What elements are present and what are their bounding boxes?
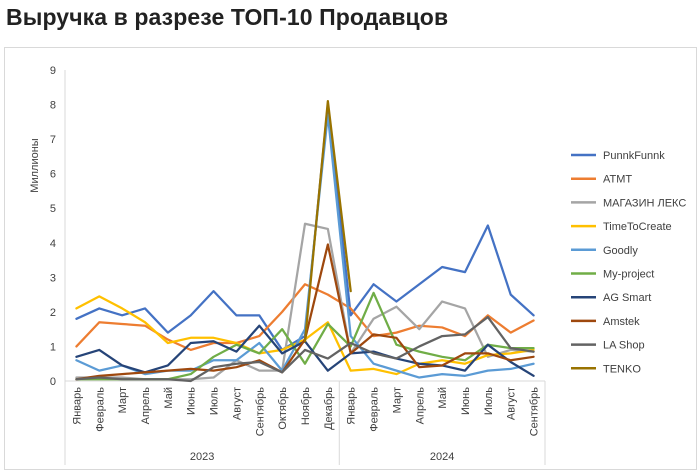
x-tick-label: Август [231, 387, 243, 420]
x-tick-label: Январь [71, 387, 83, 425]
x-tick-label: Февраль [94, 387, 106, 432]
x-tick-label: Июль [209, 387, 221, 415]
year-label: 2023 [190, 451, 214, 463]
series-line [303, 99, 352, 343]
x-tick-label: Март [391, 387, 403, 413]
x-tick-label: Июнь [186, 387, 198, 415]
chart-frame [4, 47, 697, 470]
legend-label: АТМТ [603, 174, 632, 186]
series-line [75, 113, 535, 379]
legend-label: Goodly [603, 245, 638, 257]
legend-label: LA Shop [603, 340, 645, 352]
legend-label: TENKO [603, 363, 641, 375]
x-tick-label: Декабрь [323, 387, 335, 430]
y-tick-label: 9 [50, 65, 56, 77]
y-tick-label: 1 [50, 341, 56, 353]
x-tick-label: Январь [346, 387, 358, 425]
y-tick-label: 6 [50, 169, 56, 181]
x-tick-label: Апрель [140, 387, 152, 425]
y-tick-label: 3 [50, 272, 56, 284]
y-axis-label: Миллионы [29, 138, 41, 192]
x-tick-label: Июль [483, 387, 495, 415]
x-tick-label: Сентябрь [254, 387, 266, 437]
x-tick-label: Сентябрь [529, 387, 541, 437]
y-tick-label: 2 [50, 307, 56, 319]
legend-label: AG Smart [603, 292, 651, 304]
x-tick-label: Ноябрь [300, 387, 312, 425]
y-tick-label: 8 [50, 100, 56, 112]
legend-label: TimeToCreate [603, 221, 672, 233]
x-tick-label: Июнь [460, 387, 472, 415]
x-tick-label: Май [437, 387, 449, 409]
x-tick-label: Май [163, 387, 175, 409]
page-title: Выручка в разрезе ТОП-10 Продавцов [6, 4, 449, 30]
y-tick-label: 7 [50, 134, 56, 146]
legend-label: Amstek [603, 316, 640, 328]
legend-label: МАГАЗИН ЛЕКС [603, 197, 686, 209]
year-label: 2024 [430, 451, 454, 463]
legend-label: PunnkFunnk [603, 150, 665, 162]
series-line [75, 315, 535, 383]
x-tick-label: Октябрь [277, 387, 289, 430]
y-tick-label: 5 [50, 203, 56, 215]
series-line [75, 222, 535, 381]
x-tick-label: Февраль [369, 387, 381, 432]
y-tick-label: 4 [50, 238, 56, 250]
x-tick-label: Март [117, 387, 129, 413]
y-tick-label: 0 [50, 376, 56, 388]
x-tick-label: Август [506, 387, 518, 420]
x-tick-label: Апрель [414, 387, 426, 425]
legend-label: My-project [603, 269, 654, 281]
